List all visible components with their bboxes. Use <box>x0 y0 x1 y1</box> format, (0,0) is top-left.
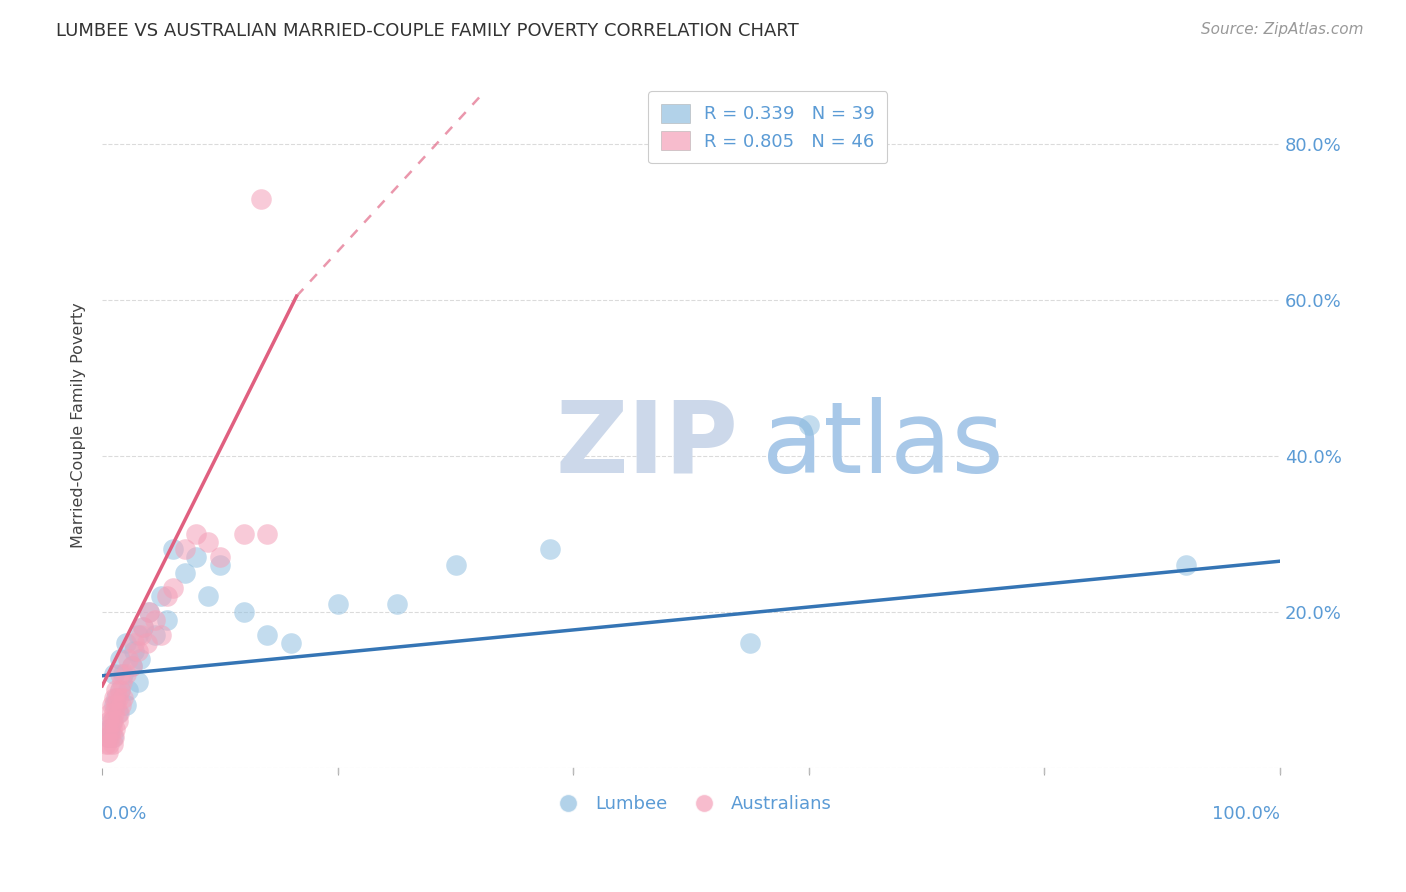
Point <box>117 651 139 665</box>
Point <box>100 706 122 720</box>
Y-axis label: Married-Couple Family Poverty: Married-Couple Family Poverty <box>72 301 86 548</box>
Point <box>108 651 131 665</box>
Point <box>186 527 208 541</box>
Point <box>100 722 122 736</box>
Point <box>738 636 761 650</box>
Text: 0.0%: 0.0% <box>103 805 148 823</box>
Point <box>138 605 160 619</box>
Point <box>96 730 118 744</box>
Point <box>108 667 131 681</box>
Point <box>122 636 145 650</box>
Point <box>105 698 128 713</box>
Point <box>105 690 128 705</box>
Point <box>97 730 120 744</box>
Point <box>208 558 231 572</box>
Point <box>232 605 254 619</box>
Point <box>143 628 166 642</box>
Point <box>538 542 561 557</box>
Point <box>127 644 149 658</box>
Point <box>94 737 117 751</box>
Point <box>103 690 125 705</box>
Point <box>1174 558 1197 572</box>
Point <box>256 527 278 541</box>
Point <box>117 682 139 697</box>
Point <box>156 589 179 603</box>
Point <box>100 722 122 736</box>
Point <box>105 682 128 697</box>
Text: Source: ZipAtlas.com: Source: ZipAtlas.com <box>1201 22 1364 37</box>
Point <box>111 675 134 690</box>
Point <box>107 714 129 728</box>
Point <box>136 636 159 650</box>
Text: atlas: atlas <box>762 397 1004 494</box>
Point <box>110 698 132 713</box>
Point <box>326 597 349 611</box>
Point <box>162 582 184 596</box>
Point <box>112 690 135 705</box>
Point <box>156 613 179 627</box>
Point <box>107 690 129 705</box>
Point <box>98 737 121 751</box>
Point <box>103 730 125 744</box>
Point <box>186 550 208 565</box>
Point <box>208 550 231 565</box>
Point <box>132 620 155 634</box>
Point <box>114 698 136 713</box>
Point <box>97 722 120 736</box>
Point <box>97 745 120 759</box>
Point <box>104 722 127 736</box>
Legend: Lumbee, Australians: Lumbee, Australians <box>543 788 839 821</box>
Point <box>114 667 136 681</box>
Text: ZIP: ZIP <box>555 397 738 494</box>
Point <box>108 682 131 697</box>
Point <box>197 534 219 549</box>
Point <box>121 659 143 673</box>
Point <box>114 636 136 650</box>
Point <box>173 542 195 557</box>
Point <box>129 628 152 642</box>
Point <box>101 714 124 728</box>
Point <box>101 730 124 744</box>
Point <box>162 542 184 557</box>
Point <box>132 620 155 634</box>
Point <box>150 589 173 603</box>
Point <box>232 527 254 541</box>
Point <box>108 682 131 697</box>
Point <box>143 613 166 627</box>
Point <box>98 714 121 728</box>
Point <box>280 636 302 650</box>
Point <box>250 192 273 206</box>
Point <box>385 597 408 611</box>
Point <box>121 659 143 673</box>
Point <box>129 651 152 665</box>
Point <box>127 675 149 690</box>
Point <box>197 589 219 603</box>
Point <box>122 644 145 658</box>
Point <box>101 737 124 751</box>
Point <box>103 698 125 713</box>
Point <box>150 628 173 642</box>
Point <box>112 667 135 681</box>
Point <box>103 667 125 681</box>
Point <box>797 417 820 432</box>
Point <box>127 628 149 642</box>
Point <box>100 714 122 728</box>
Text: LUMBEE VS AUSTRALIAN MARRIED-COUPLE FAMILY POVERTY CORRELATION CHART: LUMBEE VS AUSTRALIAN MARRIED-COUPLE FAMI… <box>56 22 799 40</box>
Point <box>103 706 125 720</box>
Point <box>100 698 122 713</box>
Point <box>100 730 122 744</box>
Point <box>173 566 195 580</box>
Point <box>107 706 129 720</box>
Point <box>138 605 160 619</box>
Point <box>256 628 278 642</box>
Text: 100.0%: 100.0% <box>1212 805 1279 823</box>
Point <box>107 706 129 720</box>
Point <box>444 558 467 572</box>
